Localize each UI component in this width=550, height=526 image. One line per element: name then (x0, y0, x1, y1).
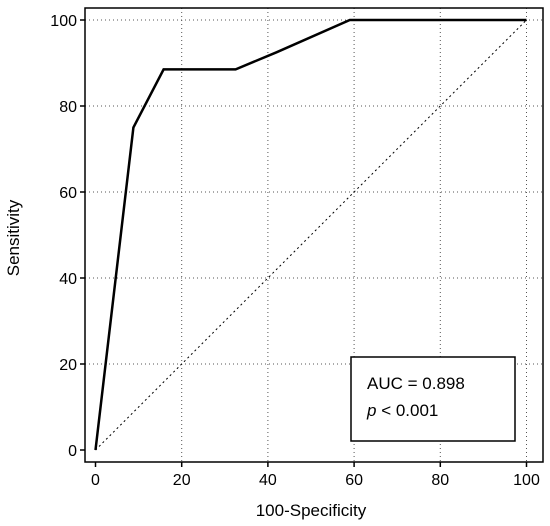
y-tick-label: 60 (59, 185, 77, 202)
x-tick-label: 20 (173, 472, 191, 489)
p-symbol: p (366, 401, 376, 420)
x-axis-title: 100-Specificity (256, 501, 367, 520)
y-tick-labels: 0 20 40 60 80 100 (50, 13, 77, 460)
x-tick-label: 60 (345, 472, 363, 489)
auc-text: AUC = 0.898 (367, 374, 465, 393)
y-tick-label: 20 (59, 357, 77, 374)
y-axis-title: Sensitivity (4, 199, 23, 276)
reference-diagonal (95, 19, 527, 451)
roc-curve (94, 18, 527, 451)
x-tick-label: 0 (91, 472, 100, 489)
x-tick-label: 40 (259, 472, 277, 489)
p-value-text: p < 0.001 (366, 401, 438, 420)
x-tick-labels: 0 20 40 60 80 100 (91, 472, 540, 489)
x-tick-label: 80 (431, 472, 449, 489)
x-tick-label: 100 (513, 472, 540, 489)
auc-legend-box: AUC = 0.898 p < 0.001 (350, 356, 516, 442)
grid-lines (85, 8, 543, 462)
y-tick-label: 100 (50, 13, 77, 30)
axis-ticks (80, 19, 528, 467)
p-value: < 0.001 (376, 401, 438, 420)
y-tick-label: 80 (59, 99, 77, 116)
y-tick-label: 0 (68, 443, 77, 460)
y-tick-label: 40 (59, 271, 77, 288)
plot-frame (84, 7, 544, 463)
legend-frame (350, 356, 516, 442)
